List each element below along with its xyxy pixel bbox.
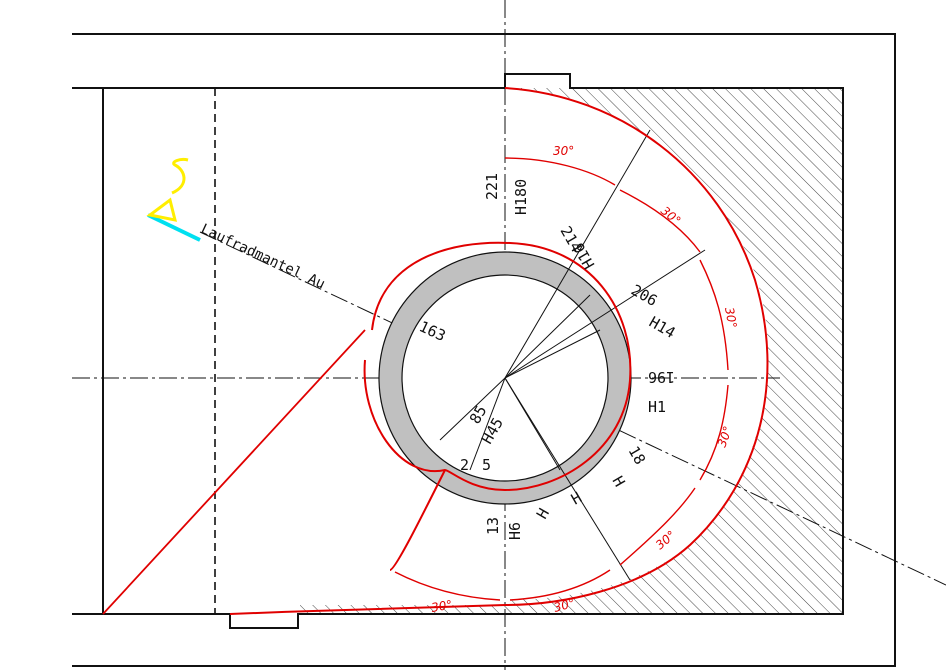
label-5: 5 [482,456,491,474]
angle-label-3: 30° [722,306,739,329]
outer-frame [72,33,896,667]
angle-label-6: 30° [552,596,576,615]
label-h6: H6 [506,522,524,540]
angle-label-1: 30° [553,144,574,158]
dim-arc-4 [699,384,729,481]
dim-arc-6 [509,569,611,601]
angle-label-4: 30° [715,424,735,449]
angle-label-7: 30° [430,597,453,614]
housing-top-line [72,73,844,629]
label-13: 13 [484,517,502,535]
label-2: 2 [460,456,469,474]
label-196: 196 [648,368,675,386]
label-h180: H180 [512,179,530,215]
label-h1: H1 [648,398,666,416]
dim-arc-2 [619,189,701,253]
dim-arc-5 [619,487,696,566]
spiral-tongue [389,469,446,571]
dim-arc-7 [394,571,501,601]
dim-arc-3 [699,259,729,371]
red-inlet-line [102,329,366,615]
radial-rays [439,129,706,581]
label-221: 221 [483,173,501,200]
section-marker-icon [146,158,201,242]
dim-arc-top [504,157,616,186]
spiral-volute-inner [363,241,632,492]
spiral-volute-outer [229,87,769,615]
